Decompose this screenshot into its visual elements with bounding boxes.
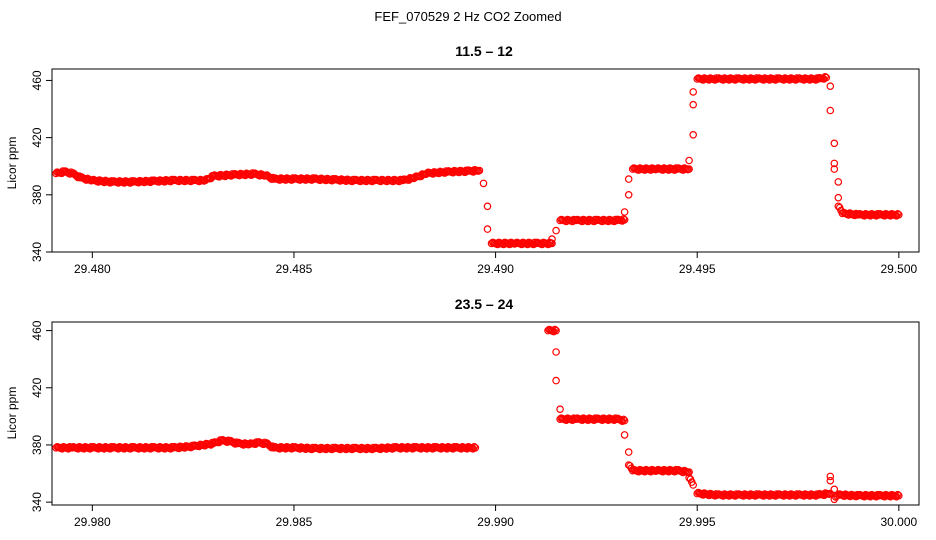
y-tick-label: 460 bbox=[30, 320, 44, 340]
data-point bbox=[830, 139, 839, 148]
x-tick-label: 29.485 bbox=[276, 262, 313, 276]
data-point bbox=[893, 490, 902, 499]
data-point bbox=[689, 481, 698, 489]
data-point bbox=[685, 468, 693, 476]
x-tick-label: 29.985 bbox=[276, 515, 313, 529]
plot-frame bbox=[51, 321, 920, 506]
y-axis-label: Licor ppm bbox=[5, 387, 19, 440]
data-point bbox=[470, 442, 479, 451]
y-axis-label: Licor ppm bbox=[5, 137, 19, 190]
data-point bbox=[685, 156, 693, 165]
data-point bbox=[483, 202, 492, 211]
data-point bbox=[475, 166, 484, 175]
data-point bbox=[826, 489, 835, 498]
data-point bbox=[624, 175, 633, 183]
data-point bbox=[483, 225, 492, 233]
data-point bbox=[894, 211, 903, 219]
data-point bbox=[552, 226, 560, 235]
data-point bbox=[619, 415, 628, 424]
data-point bbox=[821, 73, 829, 81]
data-point bbox=[830, 485, 839, 494]
data-point bbox=[620, 216, 629, 224]
axis-ticks: 29.480 29.485 29.490 29.495 29.500 340 380 420 4… bbox=[30, 70, 918, 276]
data-point bbox=[620, 416, 629, 425]
data-point bbox=[479, 179, 488, 188]
y-tick-label: 380 bbox=[30, 184, 44, 204]
y-tick-label: 340 bbox=[30, 242, 44, 262]
data-point bbox=[620, 431, 629, 439]
data-points bbox=[52, 325, 903, 504]
data-point bbox=[685, 165, 693, 173]
data-point bbox=[548, 235, 556, 243]
y-tick-label: 460 bbox=[30, 70, 44, 90]
x-tick-label: 29.980 bbox=[74, 515, 111, 529]
data-point bbox=[552, 326, 560, 335]
y-tick-label: 420 bbox=[30, 127, 44, 147]
data-point bbox=[834, 193, 843, 202]
data-point bbox=[830, 159, 839, 168]
data-point bbox=[689, 88, 698, 96]
y-tick-label: 380 bbox=[30, 435, 44, 455]
data-point bbox=[826, 472, 835, 481]
x-tick-label: 29.495 bbox=[679, 262, 716, 276]
plot-frame bbox=[51, 68, 920, 253]
axis-ticks: 29.980 29.985 29.990 29.995 30.000 340 380 420 4… bbox=[30, 320, 918, 529]
data-point bbox=[624, 448, 633, 456]
x-tick-label: 30.000 bbox=[880, 515, 917, 529]
x-tick-label: 29.990 bbox=[477, 515, 514, 529]
data-point bbox=[822, 73, 831, 82]
data-point bbox=[689, 131, 698, 139]
data-point bbox=[834, 178, 843, 186]
data-point bbox=[552, 348, 560, 356]
data-point bbox=[471, 443, 480, 452]
data-point bbox=[689, 100, 698, 109]
data-point bbox=[894, 491, 903, 500]
data-point bbox=[620, 208, 629, 216]
x-tick-label: 29.995 bbox=[679, 515, 716, 529]
x-tick-label: 29.500 bbox=[880, 262, 917, 276]
x-tick-label: 29.490 bbox=[477, 262, 514, 276]
data-point bbox=[830, 165, 839, 173]
y-tick-label: 340 bbox=[30, 492, 44, 512]
chart-panel-top: 11.5 – 12 Licor ppm 29.480 29.485 29.490 29… bbox=[5, 43, 920, 276]
data-point bbox=[826, 476, 835, 485]
data-point bbox=[624, 191, 633, 199]
data-point bbox=[548, 239, 556, 248]
data-point bbox=[619, 215, 628, 223]
data-point bbox=[551, 325, 559, 334]
panel-title: 23.5 – 24 bbox=[455, 296, 514, 312]
data-point bbox=[552, 376, 560, 385]
x-tick-label: 29.480 bbox=[74, 262, 111, 276]
chart-panel-bottom: 23.5 – 24 Licor ppm 29.980 29.985 29.990 29… bbox=[5, 296, 920, 529]
data-point bbox=[556, 405, 564, 414]
data-point bbox=[826, 106, 835, 115]
data-point bbox=[826, 82, 835, 91]
data-points bbox=[52, 73, 903, 249]
figure-title: FEF_070529 2 Hz CO2 Zoomed bbox=[374, 9, 561, 24]
data-point bbox=[893, 210, 902, 218]
y-tick-label: 420 bbox=[30, 377, 44, 397]
panel-title: 11.5 – 12 bbox=[455, 43, 513, 59]
